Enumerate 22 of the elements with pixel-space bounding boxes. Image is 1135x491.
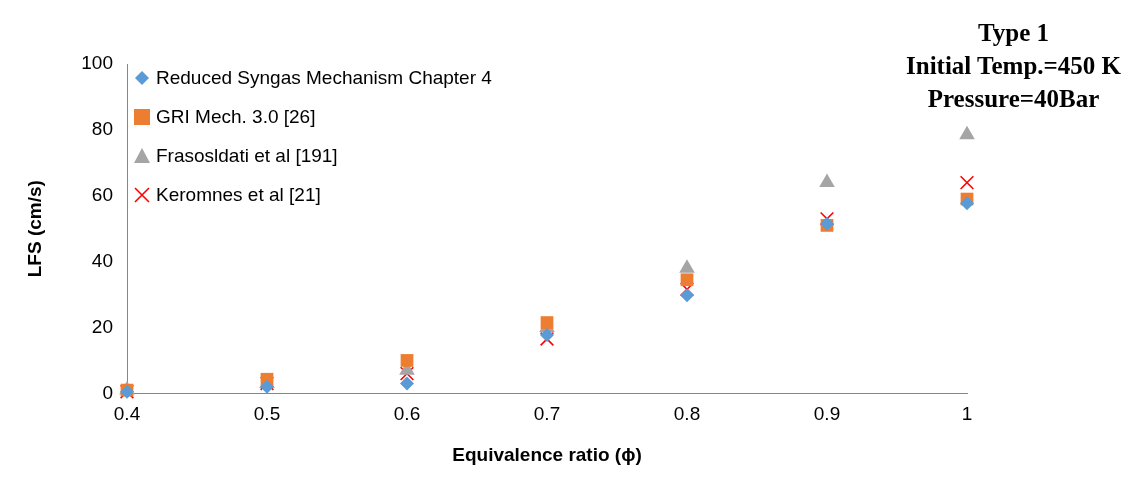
- legend-label: Keromnes et al [21]: [156, 183, 321, 206]
- legend-label: Reduced Syngas Mechanism Chapter 4: [156, 66, 492, 89]
- annotation: Pressure=40Bar: [926, 84, 1101, 114]
- y-axis-title: LFS (cm/s): [23, 180, 45, 278]
- y-tick-label: 80: [91, 118, 113, 140]
- annotation: Initial Temp.=450 K: [906, 51, 1121, 81]
- x-tick-label: 1: [961, 403, 973, 425]
- legend-label: GRI Mech. 3.0 [26]: [156, 105, 316, 128]
- y-tick-label: 0: [102, 381, 113, 403]
- y-tick-label: 40: [91, 249, 113, 271]
- x-axis-title: Equivalence ratio (ϕ): [452, 443, 642, 465]
- x-tick-label: 0.4: [113, 403, 141, 425]
- legend-label: Frasosldati et al [191]: [156, 144, 338, 167]
- y-tick-label: 20: [91, 315, 113, 337]
- chart-title: Type 1: [976, 18, 1051, 48]
- y-tick-label: 60: [91, 183, 113, 205]
- x-tick-label: 0.8: [673, 403, 701, 425]
- x-tick-label: 0.6: [393, 403, 421, 425]
- x-tick-label: 0.9: [813, 403, 841, 425]
- y-tick-label: 100: [81, 52, 113, 74]
- x-tick-label: 0.7: [533, 403, 561, 425]
- x-tick-label: 0.5: [253, 403, 281, 425]
